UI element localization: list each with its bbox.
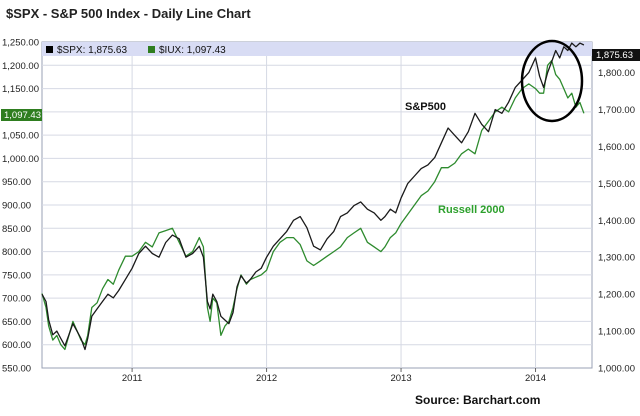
annotation-circle — [520, 39, 584, 123]
right-axis: 1,800.00 1,700.00 1,600.00 1,500.00 1,400.00… — [598, 68, 635, 374]
x-axis: 2011 2012 2013 2014 — [122, 368, 546, 384]
left-tick-label: 1,000.00 — [2, 154, 39, 165]
x-tick-label: 2011 — [122, 373, 142, 384]
right-tick-label: 1,100.00 — [598, 327, 635, 338]
left-tick-label: 1,150.00 — [2, 84, 39, 95]
left-tick-label: 800.00 — [2, 247, 31, 258]
annotation-sp500: S&P500 — [405, 101, 446, 113]
right-tick-label: 1,500.00 — [598, 179, 635, 190]
left-tick-label: 850.00 — [2, 224, 31, 235]
legend-label-sp500: $SPX: 1,875.63 — [57, 45, 127, 56]
last-value-right: 1,875.63 — [596, 50, 633, 61]
chart-title: $SPX - S&P 500 Index - Daily Line Chart — [6, 6, 251, 21]
series-line-sp500 — [41, 42, 585, 351]
right-tick-label: 1,300.00 — [598, 253, 635, 264]
left-tick-label: 550.00 — [2, 364, 31, 375]
x-tick-label: 2014 — [525, 373, 546, 384]
left-tick-label: 750.00 — [2, 270, 31, 281]
x-tick-label: 2013 — [390, 373, 411, 384]
legend-label-russell: $IUX: 1,097.43 — [159, 45, 226, 56]
right-tick-label: 1,400.00 — [598, 216, 635, 227]
left-tick-label: 1,250.00 — [2, 38, 39, 49]
right-tick-label: 1,800.00 — [598, 68, 635, 79]
left-tick-label: 1,050.00 — [2, 131, 39, 142]
x-tick-label: 2012 — [256, 373, 277, 384]
last-value-right-flag: 1,875.63 — [592, 49, 640, 61]
last-value-left-flag: 1,097.43 — [1, 109, 42, 121]
right-tick-label: 1,700.00 — [598, 105, 635, 116]
left-tick-label: 900.00 — [2, 201, 31, 212]
series-line-russell-2000 — [41, 59, 585, 351]
left-tick-label: 700.00 — [2, 294, 31, 305]
right-tick-label: 1,600.00 — [598, 142, 635, 153]
grid-lines — [42, 56, 592, 368]
legend-swatch-russell — [148, 46, 155, 53]
legend-swatch-sp500 — [46, 46, 53, 53]
right-tick-label: 1,200.00 — [598, 290, 635, 301]
left-tick-label: 950.00 — [2, 177, 31, 188]
left-tick-label: 600.00 — [2, 340, 31, 351]
last-value-left: 1,097.43 — [4, 110, 41, 121]
legend-band — [42, 42, 592, 56]
left-tick-label: 650.00 — [2, 317, 31, 328]
right-tick-label: 1,000.00 — [598, 364, 635, 375]
left-tick-label: 1,200.00 — [2, 61, 39, 72]
source-label: Source: Barchart.com — [415, 393, 540, 407]
legend: $SPX: 1,875.63 $IUX: 1,097.43 — [46, 45, 226, 56]
left-axis: 1,250.001,200.001,150.001,100.001,050.00… — [2, 38, 39, 375]
annotation-russell: Russell 2000 — [438, 204, 505, 216]
